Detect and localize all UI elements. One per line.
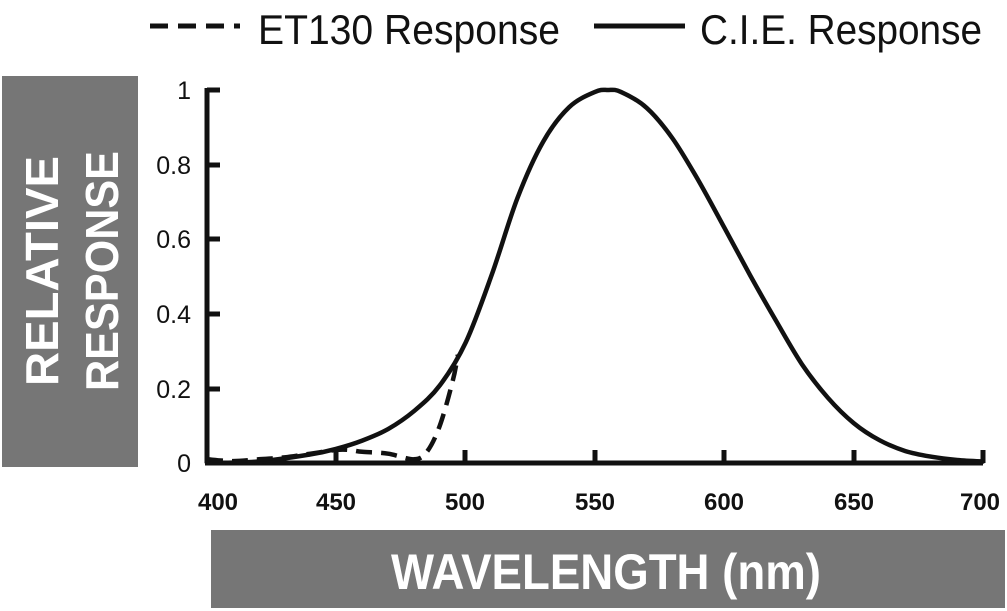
y-tick-label: 0 bbox=[177, 450, 191, 478]
legend-label-cie: C.I.E. Response bbox=[700, 6, 982, 53]
x-axis-title-text: WAVELENGTH (nm) bbox=[391, 544, 821, 600]
y-tick-label: 0.2 bbox=[156, 376, 191, 404]
y-tick-label: 0.8 bbox=[156, 152, 191, 180]
y-axis-title-line-1: RELATIVE bbox=[16, 156, 68, 386]
legend-label-et130: ET130 Response bbox=[258, 6, 560, 53]
x-axis-title-background bbox=[211, 530, 1005, 608]
x-tick-label: 600 bbox=[704, 489, 744, 516]
y-tick-label: 0.4 bbox=[156, 301, 191, 329]
x-tick-label: 650 bbox=[834, 489, 874, 516]
y-ticks: 0 0.2 0.4 0.6 0.8 1 bbox=[156, 77, 220, 478]
y-axis-title-background bbox=[2, 76, 138, 467]
axes bbox=[204, 88, 983, 466]
series-line-cie-response bbox=[204, 87, 986, 466]
y-axis-title-line-2: RESPONSE bbox=[76, 151, 128, 391]
x-axis-title: WAVELENGTH (nm) bbox=[211, 530, 1005, 608]
y-tick-label: 1 bbox=[177, 77, 191, 105]
x-tick-label: 450 bbox=[316, 489, 356, 516]
x-tick-label: 700 bbox=[960, 489, 1000, 516]
x-ticks: 400 450 500 550 600 650 700 bbox=[198, 450, 1000, 516]
y-tick-label: 0.6 bbox=[156, 226, 191, 254]
x-tick-label: 500 bbox=[445, 489, 485, 516]
legend: ET130 Response C.I.E. Response bbox=[150, 6, 982, 53]
plot-series bbox=[204, 87, 986, 466]
series-line-et130-response bbox=[206, 354, 461, 464]
x-tick-label: 400 bbox=[198, 489, 238, 516]
y-axis-title: RELATIVE RESPONSE bbox=[2, 76, 138, 467]
x-tick-label: 550 bbox=[575, 489, 615, 516]
